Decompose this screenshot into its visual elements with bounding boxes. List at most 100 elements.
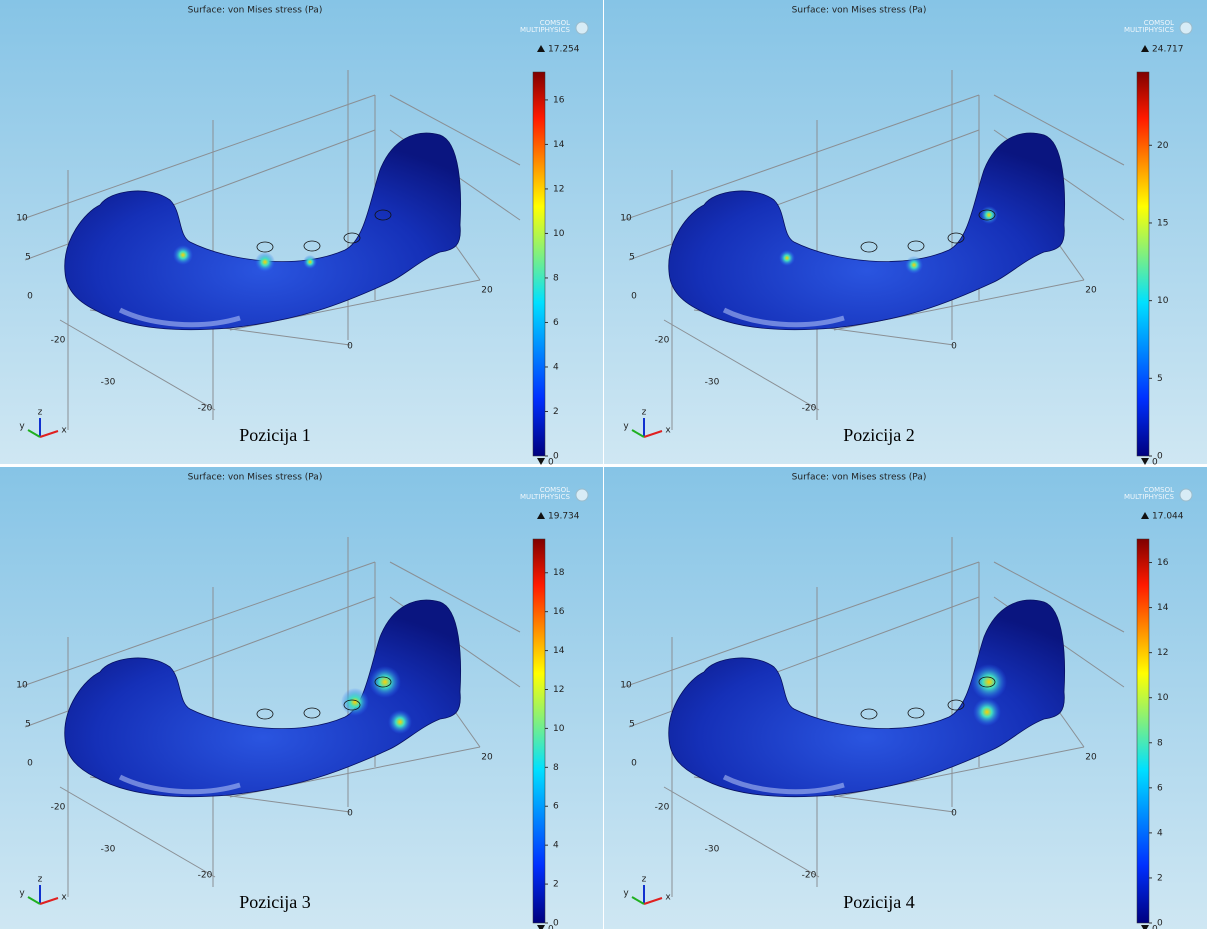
axis-tick-label: -20	[655, 803, 670, 813]
jaw-highlight	[118, 774, 241, 795]
colorbar-tick-label: 2	[1157, 873, 1163, 883]
stress-hotspot	[369, 666, 401, 698]
colorbar-tick-label: 0	[553, 452, 559, 462]
colorbar	[1136, 71, 1150, 457]
min-marker	[1141, 458, 1149, 465]
colorbar-tick-label: 10	[1157, 296, 1169, 306]
colorbar	[1136, 538, 1150, 924]
colorbar-max: 19.734	[548, 512, 580, 522]
implant-hole	[343, 232, 361, 244]
colorbar-tick-label: 12	[1157, 648, 1168, 658]
colorbar-tick-label: 16	[553, 607, 565, 617]
axis-tick-label: -20	[802, 871, 817, 881]
colorbar-tick-label: 4	[553, 841, 559, 851]
colorbar	[532, 538, 546, 924]
panel-caption: Pozicija 2	[843, 425, 914, 445]
stress-hotspot	[779, 250, 795, 266]
colorbar-tick-label: 14	[553, 646, 565, 656]
axis-box-line	[663, 786, 820, 878]
max-marker	[1141, 45, 1149, 52]
axis-tick-label: 5	[25, 720, 31, 730]
triad-x	[643, 897, 663, 905]
triad-y	[27, 429, 41, 438]
axis-box-line	[993, 94, 1125, 166]
colorbar-tick-label: 4	[1157, 828, 1163, 838]
implant-hole	[303, 707, 321, 719]
stress-hotspot	[973, 698, 1001, 726]
logo-text: MULTIPHYSICS	[520, 26, 571, 34]
axis-box-line	[663, 319, 820, 411]
triad-label: z	[642, 875, 647, 885]
colorbar-tick-label: 14	[1157, 603, 1169, 613]
axis-tick-label: 5	[629, 720, 635, 730]
triad-label: z	[38, 875, 43, 885]
stress-hotspot	[905, 256, 923, 274]
colorbar-tick-label: 0	[553, 919, 559, 929]
implant-hole	[343, 699, 361, 711]
logo-icon	[575, 21, 589, 35]
axis-box-line	[19, 561, 376, 688]
jaw-highlight	[118, 307, 241, 328]
colorbar-tick-label: 6	[553, 318, 559, 328]
axis-box-line	[623, 561, 980, 688]
axis-tick-label: -30	[705, 378, 720, 388]
axis-tick-label: 20	[1085, 753, 1097, 763]
jaw-highlight	[722, 307, 845, 328]
implant-hole	[374, 209, 392, 221]
stress-hotspot	[303, 255, 317, 269]
colorbar-tick-label: 8	[553, 273, 559, 283]
axis-tick-label: -20	[802, 404, 817, 414]
logo-text: MULTIPHYSICS	[1124, 493, 1175, 501]
axis-tick-label: 0	[631, 759, 637, 769]
triad-label: z	[38, 408, 43, 418]
logo-text: MULTIPHYSICS	[520, 493, 571, 501]
colorbar-tick-label: 2	[553, 880, 559, 890]
panel: Surface: von Mises stress (Pa) COMSOLMULT…	[0, 467, 603, 933]
colorbar-max: 17.254	[548, 45, 580, 55]
axis-box-line	[623, 94, 980, 221]
panel: Surface: von Mises stress (Pa) COMSOLMULT…	[604, 0, 1207, 468]
colorbar-tick-label: 18	[553, 568, 565, 578]
axis-box-line	[19, 94, 376, 221]
axis-tick-label: 0	[347, 342, 353, 352]
axis-box-line	[993, 561, 1125, 633]
colorbar-tick-label: 8	[1157, 738, 1163, 748]
jaw-model	[64, 132, 462, 331]
colorbar-tick-label: 8	[553, 763, 559, 773]
colorbar-max: 17.044	[1152, 512, 1184, 522]
colorbar-tick-label: 16	[1157, 558, 1169, 568]
panel-caption: Pozicija 3	[239, 892, 310, 912]
logo-text: MULTIPHYSICS	[1124, 26, 1175, 34]
implant-hole	[907, 240, 925, 252]
colorbar-tick-label: 10	[1157, 693, 1169, 703]
implant-hole	[978, 676, 996, 688]
logo-icon	[575, 488, 589, 502]
axis-tick-label: 20	[481, 753, 493, 763]
colorbar-tick-label: 2	[553, 407, 559, 417]
colorbar-tick-label: 12	[553, 685, 564, 695]
colorbar-tick-label: 15	[1157, 218, 1168, 228]
axis-tick-label: 5	[629, 253, 635, 263]
logo-icon	[1179, 488, 1193, 502]
axis-tick-label: 0	[631, 292, 637, 302]
colorbar-tick-label: 10	[553, 229, 565, 239]
axis-box-line	[59, 786, 216, 878]
triad-x	[39, 430, 59, 438]
colorbar-tick-label: 4	[553, 362, 559, 372]
colorbar-tick-label: 20	[1157, 141, 1169, 151]
axis-tick-label: 0	[951, 342, 957, 352]
implant-hole	[947, 699, 965, 711]
colorbar-tick-label: 0	[1157, 919, 1163, 929]
min-marker	[537, 458, 545, 465]
axis-tick-label: -30	[101, 845, 116, 855]
axis-tick-label: 10	[16, 214, 28, 224]
triad-x	[643, 430, 663, 438]
axis-box-line	[59, 319, 216, 411]
colorbar-tick-label: 6	[553, 802, 559, 812]
panel-caption: Pozicija 1	[239, 425, 310, 445]
axis-tick-label: 20	[1085, 286, 1097, 296]
triad-label: x	[61, 426, 67, 436]
max-marker	[537, 45, 545, 52]
stress-hotspot	[173, 245, 193, 265]
axis-tick-label: 10	[16, 681, 28, 691]
